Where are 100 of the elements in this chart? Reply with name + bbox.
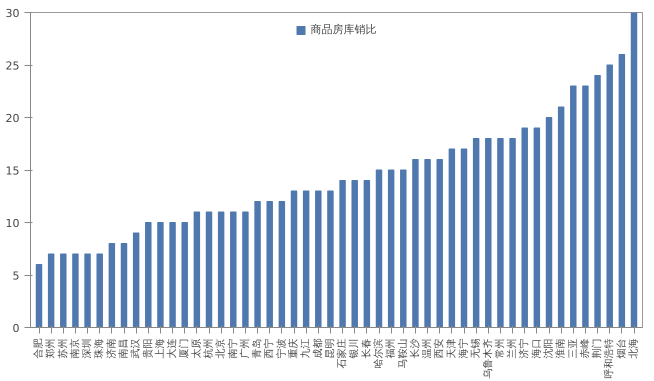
bar [582, 86, 589, 328]
bar [448, 148, 456, 328]
x-tick-label: 济宁 [518, 338, 530, 358]
y-tick-label: 5 [12, 270, 20, 282]
x-tick-label: 太原 [190, 338, 202, 358]
bar [132, 232, 140, 328]
x-tick-label: 西宁 [263, 338, 276, 358]
x-tick-label: 杭州 [202, 338, 214, 360]
bar [315, 190, 322, 328]
x-tick-label: 赤峰 [578, 338, 591, 358]
x-tick-label: 西安 [433, 338, 446, 358]
bar [339, 180, 346, 328]
bar [521, 128, 528, 328]
x-tick-label: 珠海 [93, 338, 106, 358]
bar [546, 117, 552, 328]
x-tick-label: 石家庄 [336, 338, 348, 368]
bar [194, 212, 200, 328]
bar [278, 201, 286, 328]
x-tick-label: 贵阳 [142, 338, 154, 358]
bar [351, 180, 358, 328]
x-tick-label: 海宁 [458, 338, 470, 358]
x-tick-label: 海口 [530, 338, 542, 358]
bar [436, 159, 443, 328]
bar [145, 222, 152, 328]
bar [266, 201, 273, 328]
bar [606, 64, 613, 328]
x-tick-label: 南京 [68, 338, 81, 358]
bar [400, 170, 407, 328]
bar [218, 212, 224, 328]
bar [84, 254, 91, 328]
bar [96, 254, 103, 328]
y-tick-label: 25 [6, 60, 20, 72]
bar [60, 254, 67, 328]
x-tick-label: 兰州 [506, 338, 518, 358]
bar [424, 159, 431, 328]
x-tick-label: 上海 [154, 338, 166, 358]
x-tick-label: 福州 [384, 338, 397, 358]
x-tick-label: 天津 [445, 338, 458, 358]
x-tick-label: 北海 [628, 338, 640, 358]
x-tick-label: 沈阳 [542, 338, 554, 358]
bar [460, 148, 468, 328]
x-tick-label: 长沙 [408, 338, 421, 358]
bar [72, 254, 79, 328]
x-tick-label: 大连 [166, 338, 178, 358]
x-tick-label: 南昌 [118, 338, 130, 358]
bar [206, 212, 212, 328]
bar [570, 86, 577, 328]
x-tick-label: 广州 [238, 338, 251, 358]
x-tick-label: 哈尔滨 [372, 338, 384, 368]
bar [181, 222, 188, 328]
bar [618, 54, 626, 328]
bar [558, 106, 564, 328]
y-tick-label: 30 [6, 7, 20, 20]
x-tick-label: 重庆 [288, 338, 300, 358]
bar [120, 243, 128, 328]
x-tick-label: 郑州 [44, 338, 57, 358]
x-tick-label: 呼和浩特 [603, 338, 616, 378]
x-tick-label: 武汉 [130, 338, 142, 358]
x-tick-label: 烟台 [615, 338, 628, 358]
y-tick-label: 15 [6, 164, 20, 178]
x-tick-label: 北京 [214, 338, 227, 358]
bar [290, 190, 298, 328]
bar [108, 243, 116, 328]
x-tick-label: 长春 [360, 338, 372, 358]
x-tick-label: 马鞍山 [396, 338, 409, 368]
bar [230, 212, 237, 328]
bar [327, 190, 334, 328]
x-tick-label: 南宁 [226, 338, 239, 358]
bar [48, 254, 54, 328]
bar [376, 170, 382, 328]
bar [497, 138, 504, 328]
bar [169, 222, 176, 328]
bar [36, 264, 42, 328]
bar [388, 170, 394, 328]
x-tick-label: 成都 [312, 338, 324, 358]
y-tick-label: 0 [12, 322, 20, 335]
x-tick-label: 苏州 [56, 338, 69, 358]
bar [242, 212, 249, 328]
bar [509, 138, 516, 328]
x-tick-label: 淮南 [554, 338, 567, 358]
x-tick-label: 合肥 [32, 338, 44, 358]
x-tick-label: 荆门 [591, 338, 604, 358]
y-tick-label: 20 [6, 112, 20, 125]
x-tick-label: 银川 [348, 338, 360, 360]
bar [302, 190, 310, 328]
x-tick-label: 昆明 [324, 338, 336, 358]
bar [472, 138, 480, 328]
bar [157, 222, 164, 328]
bar [594, 75, 601, 328]
bar [630, 12, 638, 328]
y-tick-label: 10 [6, 217, 20, 230]
x-tick-label: 无锡 [470, 338, 482, 358]
bar [412, 159, 419, 328]
x-tick-label: 宁波 [275, 338, 288, 358]
bar [534, 128, 540, 328]
x-tick-label: 温州 [421, 338, 434, 358]
x-tick-label: 乌鲁木齐 [482, 338, 494, 378]
x-tick-label: 厦门 [178, 338, 190, 358]
bar [254, 201, 261, 328]
legend-label: 商品房库销比 [310, 22, 376, 37]
